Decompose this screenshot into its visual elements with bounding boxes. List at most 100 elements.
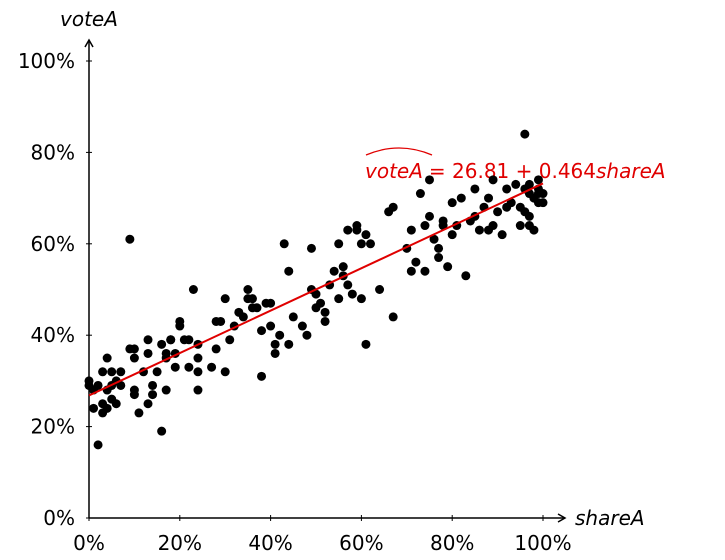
point bbox=[129, 385, 139, 395]
point bbox=[443, 262, 453, 272]
point bbox=[257, 371, 267, 381]
point bbox=[470, 184, 480, 194]
y-axis-label: voteA bbox=[60, 7, 118, 31]
point bbox=[170, 362, 180, 372]
point bbox=[375, 285, 385, 294]
x-axis-label: shareA bbox=[575, 506, 645, 530]
hat bbox=[365, 147, 433, 156]
point bbox=[438, 216, 448, 226]
point bbox=[524, 211, 534, 221]
point bbox=[275, 330, 285, 340]
point bbox=[125, 234, 135, 244]
point bbox=[502, 184, 512, 194]
point bbox=[116, 380, 126, 390]
point bbox=[411, 257, 421, 267]
point bbox=[284, 266, 294, 276]
point bbox=[102, 353, 112, 363]
point bbox=[184, 362, 194, 372]
point bbox=[538, 198, 548, 208]
point bbox=[429, 234, 439, 244]
point bbox=[148, 380, 158, 390]
point bbox=[225, 335, 235, 345]
point bbox=[420, 266, 430, 276]
point bbox=[406, 225, 416, 235]
point bbox=[520, 129, 530, 139]
point bbox=[148, 390, 158, 400]
point bbox=[302, 330, 312, 340]
point bbox=[157, 426, 167, 436]
point bbox=[161, 385, 171, 395]
point bbox=[93, 380, 103, 390]
eq-op: = 26.81 + 0.464 bbox=[429, 159, 596, 183]
point bbox=[365, 239, 375, 249]
point bbox=[488, 175, 498, 185]
point bbox=[243, 285, 253, 294]
x-tick-label: 100% bbox=[514, 531, 571, 555]
point bbox=[306, 243, 316, 253]
point bbox=[334, 239, 344, 249]
point bbox=[270, 348, 280, 358]
point bbox=[134, 408, 144, 418]
x-tick-label: 40% bbox=[248, 531, 292, 555]
point bbox=[107, 367, 117, 377]
point bbox=[152, 367, 162, 377]
point bbox=[116, 367, 126, 377]
point bbox=[238, 312, 248, 322]
x-tick-label: 80% bbox=[430, 531, 474, 555]
point bbox=[220, 294, 230, 304]
y-tick-label: 60% bbox=[31, 232, 75, 256]
point bbox=[356, 294, 366, 304]
point bbox=[316, 298, 326, 308]
fit-line bbox=[88, 182, 544, 397]
point bbox=[361, 230, 371, 240]
point bbox=[320, 307, 330, 317]
point bbox=[388, 202, 398, 212]
point bbox=[84, 376, 94, 386]
point bbox=[270, 339, 280, 349]
point bbox=[279, 239, 289, 249]
point bbox=[347, 289, 357, 299]
fit-equation: voteA = 26.81 + 0.464shareA bbox=[365, 159, 666, 183]
point bbox=[343, 225, 353, 235]
point bbox=[188, 285, 198, 294]
point bbox=[484, 193, 494, 203]
point bbox=[129, 353, 139, 363]
point bbox=[266, 298, 276, 308]
y-tick-label: 40% bbox=[31, 323, 75, 347]
point bbox=[193, 353, 203, 363]
eq-var: shareA bbox=[596, 159, 666, 183]
x-tick-label: 0% bbox=[73, 531, 105, 555]
point bbox=[193, 367, 203, 377]
x-tick-label: 20% bbox=[158, 531, 202, 555]
point bbox=[447, 198, 457, 208]
point bbox=[515, 221, 525, 231]
point bbox=[93, 440, 103, 450]
point bbox=[388, 312, 398, 322]
point bbox=[129, 344, 139, 354]
point bbox=[102, 403, 112, 413]
point bbox=[343, 280, 353, 290]
y-tick-label: 0% bbox=[43, 506, 75, 530]
point bbox=[252, 303, 262, 313]
point bbox=[425, 175, 434, 185]
point bbox=[311, 289, 321, 299]
point bbox=[447, 230, 457, 240]
point bbox=[143, 348, 153, 358]
point bbox=[98, 367, 108, 377]
point bbox=[415, 189, 425, 199]
point bbox=[533, 175, 543, 185]
point bbox=[356, 239, 366, 249]
point bbox=[338, 262, 348, 272]
point bbox=[361, 339, 371, 349]
point bbox=[420, 221, 430, 231]
point bbox=[488, 221, 498, 231]
point bbox=[538, 189, 548, 199]
point bbox=[143, 335, 153, 345]
point bbox=[284, 339, 294, 349]
point bbox=[266, 321, 276, 331]
point bbox=[529, 225, 539, 235]
point bbox=[175, 316, 185, 326]
point bbox=[111, 399, 121, 409]
point bbox=[425, 211, 434, 221]
